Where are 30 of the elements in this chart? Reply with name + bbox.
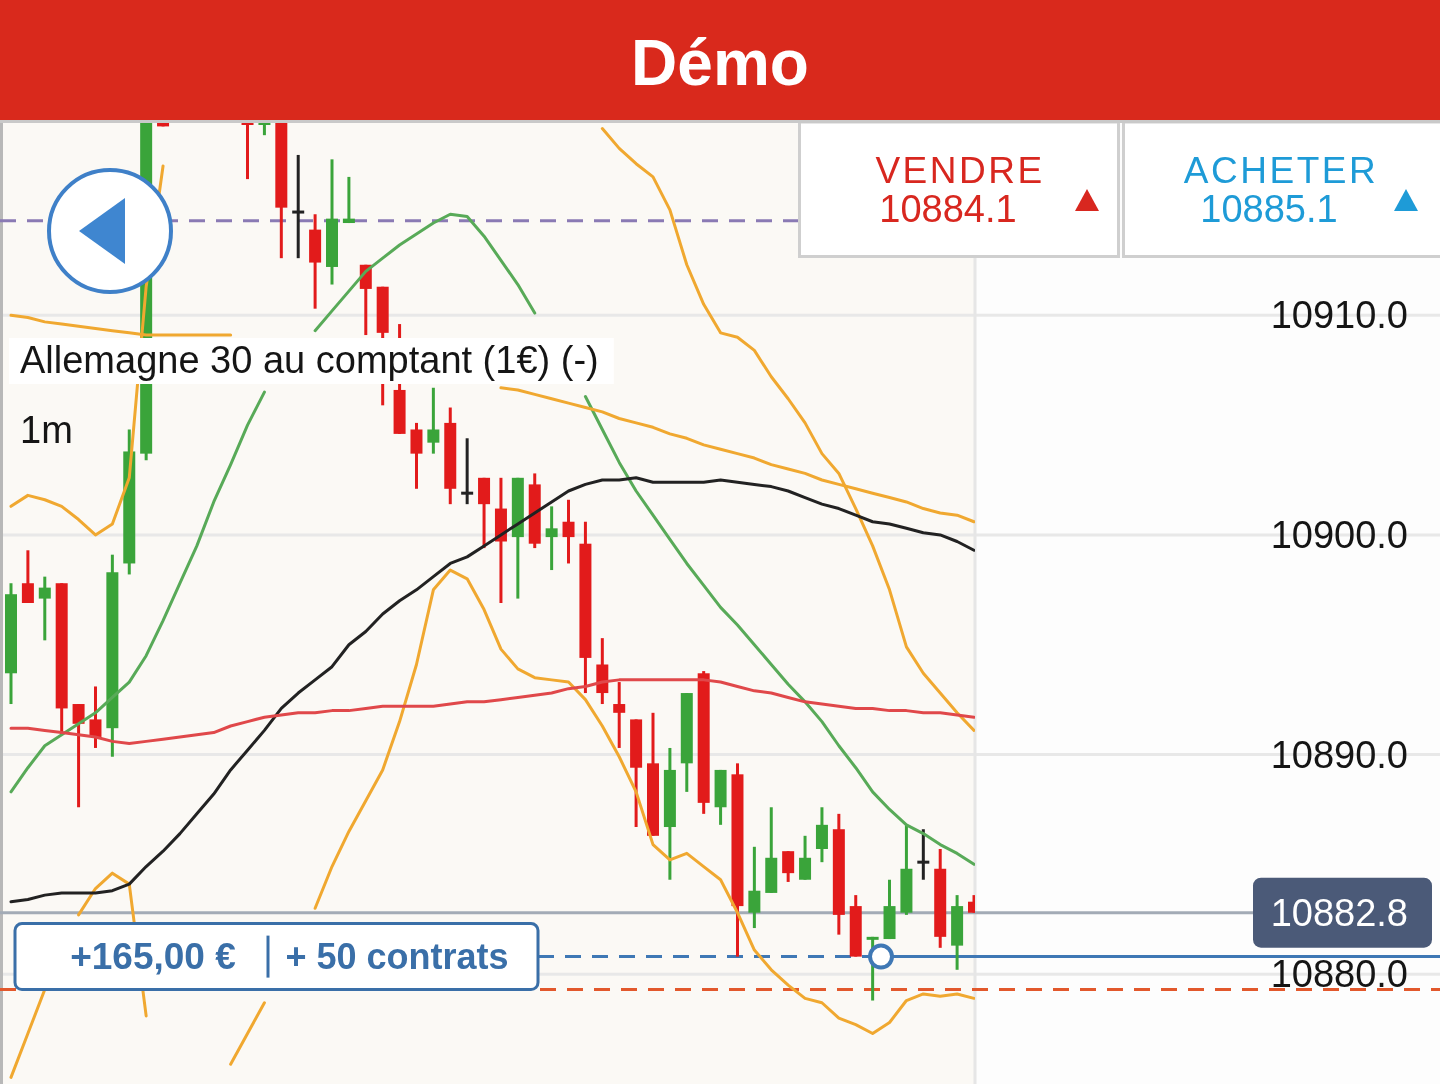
annotation: 10884.1 — [879, 188, 1017, 230]
candlestick — [917, 829, 930, 880]
candlestick — [292, 153, 305, 260]
chart-title: Démo — [631, 27, 809, 99]
candlestick — [782, 851, 795, 882]
text: 10885.1 — [1200, 188, 1338, 230]
candlestick — [342, 175, 355, 225]
candlestick — [89, 686, 102, 748]
ref-line-label: 10882.8 — [1270, 891, 1408, 934]
candlestick — [461, 438, 474, 506]
candlestick — [38, 576, 51, 641]
candlestick — [799, 834, 812, 880]
y-tick-label: 10890.0 — [1270, 733, 1408, 776]
candlestick — [545, 506, 558, 572]
annotation: +165,00 € — [70, 936, 236, 978]
annotation: VENDRE — [875, 150, 1045, 191]
y-tick-label: 10900.0 — [1270, 513, 1408, 556]
candlestick — [748, 845, 761, 930]
annotation: 1m — [20, 409, 73, 451]
y-tick-label: 10910.0 — [1270, 294, 1408, 337]
text: ACHETER — [1183, 150, 1379, 191]
candlestick — [21, 550, 34, 603]
candlestick — [562, 498, 575, 564]
candlestick — [613, 682, 626, 748]
line-series — [9, 678, 975, 746]
candlestick — [72, 704, 85, 808]
line-series — [9, 476, 975, 904]
candlestick — [427, 386, 440, 454]
y-tick-label: 10880.0 — [1270, 953, 1408, 996]
annotation: + 50 contrats — [285, 936, 509, 978]
